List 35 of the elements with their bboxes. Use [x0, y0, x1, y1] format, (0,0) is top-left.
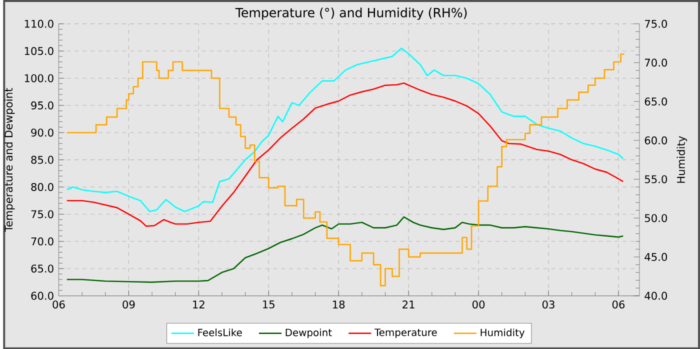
- y2-axis-title: Humidity: [676, 136, 688, 183]
- y2-tick-label: 70.0: [645, 58, 668, 66]
- x-tick-label: 06: [612, 300, 625, 308]
- y2-tick-label: 45.0: [644, 252, 668, 261]
- legend-label: Dewpoint: [286, 328, 332, 338]
- y-tick-label: 75.0: [31, 210, 54, 218]
- y-tick-label: 95.0: [31, 101, 54, 110]
- y2-tick-label: 55.0: [644, 175, 668, 184]
- legend-label: FeelsLike: [198, 328, 242, 336]
- x-tick-label: 00: [472, 300, 485, 308]
- y-tick-label: 100.0: [24, 74, 54, 82]
- legend-label: Temperature: [374, 328, 437, 338]
- y2-tick-label: 65.0: [644, 97, 668, 106]
- y-tick-label: 90.0: [31, 128, 54, 136]
- y-tick-label: 80.0: [31, 182, 54, 191]
- y2-tick-label: 40.0: [644, 292, 668, 300]
- y-tick-label: 110.0: [24, 20, 54, 28]
- x-tick-label: 15: [263, 300, 274, 308]
- y-tick-label: 60.0: [31, 292, 54, 300]
- x-tick-label: 21: [402, 300, 414, 308]
- y-tick-label: 85.0: [31, 156, 54, 164]
- chart-title: Temperature (°) and Humidity (RH%): [235, 7, 467, 20]
- x-tick-label: 09: [122, 300, 135, 308]
- y-tick-label: 70.0: [31, 237, 54, 246]
- y-axis-title: Temperature and Dewpoint: [4, 88, 15, 232]
- y2-tick-label: 75.0: [645, 20, 668, 28]
- x-tick-label: 18: [333, 300, 345, 308]
- x-tick-label: 06: [52, 300, 65, 308]
- x-tick-label: 12: [193, 300, 204, 308]
- y2-tick-label: 50.0: [644, 214, 668, 222]
- y-tick-label: 65.0: [31, 264, 54, 272]
- legend-label: Humidity: [480, 328, 525, 338]
- x-tick-label: 03: [542, 300, 554, 308]
- y-tick-label: 105.0: [24, 46, 54, 55]
- y2-tick-label: 60.0: [644, 136, 668, 144]
